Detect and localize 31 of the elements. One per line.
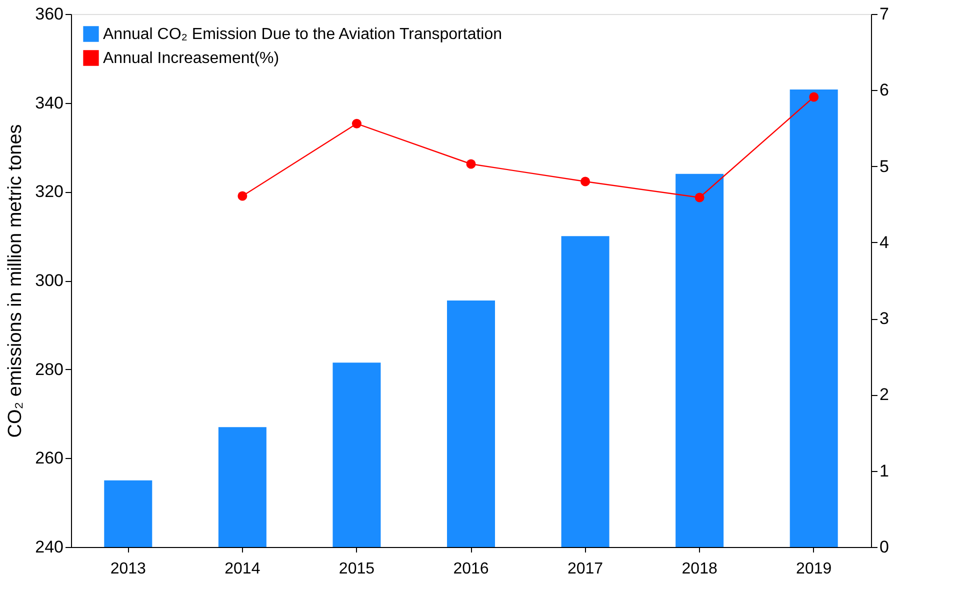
point [694,192,704,202]
point [238,191,248,201]
y-tick-label: 300 [35,271,64,290]
y2-tick-label: 3 [880,309,889,328]
legend-label: Annual Increasement(%) [103,50,280,67]
y-tick-label: 320 [35,182,64,202]
y-tick-label: 240 [35,538,64,556]
y2-tick-label: 0 [880,538,889,556]
x-tick-label: 2014 [224,560,260,578]
point [352,118,362,128]
x-tick-label: 2019 [796,560,832,578]
x-tick-label: 2013 [110,560,146,578]
point [809,92,819,102]
y2-tick-label: 1 [880,461,889,480]
x-tick-label: 2016 [453,560,489,578]
y-tick-label: 260 [35,448,64,468]
y2-tick-label: 5 [880,156,889,176]
y-tick-label: 360 [35,4,64,24]
point [580,176,590,186]
x-tick-label: 2015 [338,560,375,578]
y2-tick-label: 2 [880,385,889,404]
x-tick-label: 2017 [567,560,604,578]
y2-tick-label: 6 [880,80,889,100]
point [466,159,476,169]
y2-tick-label: 4 [880,232,889,252]
y-axis-title: CO₂ emissions in million metric tones [5,124,26,438]
legend-label: Annual CO₂ Emission Due to the Aviation Transportation [103,26,502,43]
y-tick-label: 340 [35,93,64,112]
y2-tick-label: 7 [880,4,889,24]
x-tick-label: 2018 [682,560,718,578]
y-tick-label: 280 [35,360,64,379]
